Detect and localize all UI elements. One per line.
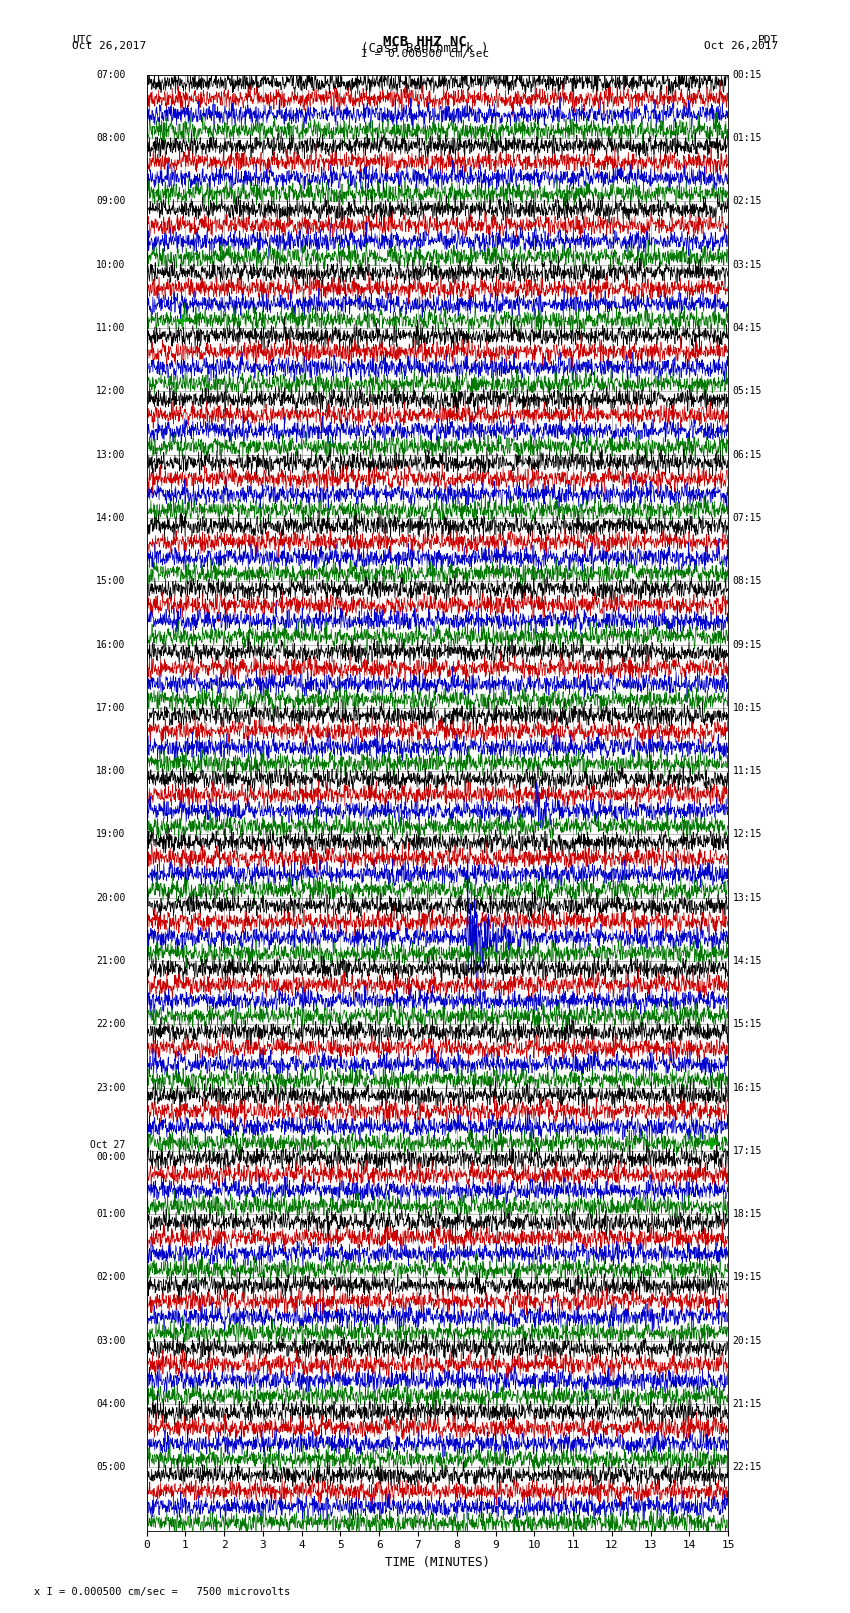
Text: 11:15: 11:15	[733, 766, 762, 776]
Text: 19:00: 19:00	[96, 829, 125, 839]
Text: 21:15: 21:15	[733, 1398, 762, 1410]
Text: 22:15: 22:15	[733, 1463, 762, 1473]
Text: 10:00: 10:00	[96, 260, 125, 269]
Text: 16:15: 16:15	[733, 1082, 762, 1092]
Text: Oct 26,2017: Oct 26,2017	[704, 40, 778, 52]
Text: 09:15: 09:15	[733, 639, 762, 650]
Text: Oct 26,2017: Oct 26,2017	[72, 40, 146, 52]
Text: 19:15: 19:15	[733, 1273, 762, 1282]
Text: 18:00: 18:00	[96, 766, 125, 776]
Text: 01:00: 01:00	[96, 1210, 125, 1219]
Text: 04:15: 04:15	[733, 323, 762, 332]
Text: 03:00: 03:00	[96, 1336, 125, 1345]
Text: 13:00: 13:00	[96, 450, 125, 460]
Text: 02:15: 02:15	[733, 197, 762, 206]
Text: 20:15: 20:15	[733, 1336, 762, 1345]
Text: 03:15: 03:15	[733, 260, 762, 269]
Text: 09:00: 09:00	[96, 197, 125, 206]
Text: PDT: PDT	[757, 35, 778, 45]
Text: x I = 0.000500 cm/sec =   7500 microvolts: x I = 0.000500 cm/sec = 7500 microvolts	[34, 1587, 290, 1597]
Text: 11:00: 11:00	[96, 323, 125, 332]
Text: Oct 27
00:00: Oct 27 00:00	[90, 1140, 125, 1161]
Text: 23:00: 23:00	[96, 1082, 125, 1092]
Text: MCB HHZ NC: MCB HHZ NC	[383, 35, 467, 48]
Text: 17:15: 17:15	[733, 1145, 762, 1157]
Text: 13:15: 13:15	[733, 892, 762, 903]
Text: (Casa Benchmark ): (Casa Benchmark )	[361, 42, 489, 55]
Text: 04:00: 04:00	[96, 1398, 125, 1410]
X-axis label: TIME (MINUTES): TIME (MINUTES)	[385, 1557, 490, 1569]
Text: 12:15: 12:15	[733, 829, 762, 839]
Text: 14:00: 14:00	[96, 513, 125, 523]
Text: 16:00: 16:00	[96, 639, 125, 650]
Text: 12:00: 12:00	[96, 387, 125, 397]
Text: 22:00: 22:00	[96, 1019, 125, 1029]
Text: 14:15: 14:15	[733, 957, 762, 966]
Text: 21:00: 21:00	[96, 957, 125, 966]
Text: UTC: UTC	[72, 35, 93, 45]
Text: 18:15: 18:15	[733, 1210, 762, 1219]
Text: 01:15: 01:15	[733, 134, 762, 144]
Text: 10:15: 10:15	[733, 703, 762, 713]
Text: 08:00: 08:00	[96, 134, 125, 144]
Text: 05:15: 05:15	[733, 387, 762, 397]
Text: 05:00: 05:00	[96, 1463, 125, 1473]
Text: 20:00: 20:00	[96, 892, 125, 903]
Text: 02:00: 02:00	[96, 1273, 125, 1282]
Text: 15:00: 15:00	[96, 576, 125, 586]
Text: I = 0.000500 cm/sec: I = 0.000500 cm/sec	[361, 50, 489, 60]
Text: 08:15: 08:15	[733, 576, 762, 586]
Text: 17:00: 17:00	[96, 703, 125, 713]
Text: 07:00: 07:00	[96, 69, 125, 79]
Text: 00:15: 00:15	[733, 69, 762, 79]
Text: 07:15: 07:15	[733, 513, 762, 523]
Text: 06:15: 06:15	[733, 450, 762, 460]
Text: 15:15: 15:15	[733, 1019, 762, 1029]
